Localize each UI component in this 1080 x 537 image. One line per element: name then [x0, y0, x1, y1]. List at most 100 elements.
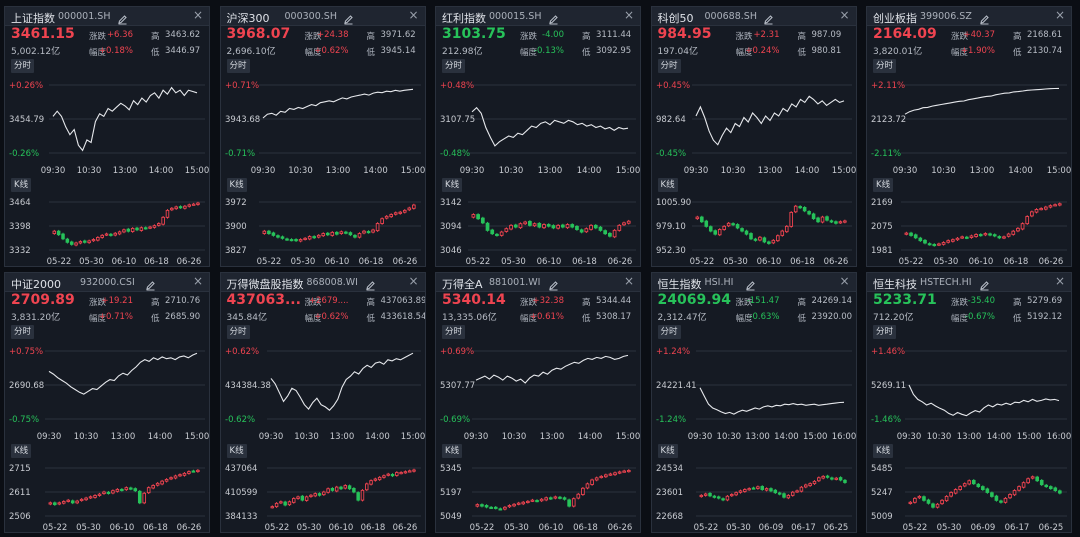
candle-body: [178, 206, 183, 209]
kline-date-label: 06-26: [608, 523, 633, 532]
tab-intraday[interactable]: 分时: [657, 59, 681, 73]
close-icon[interactable]: ×: [408, 8, 419, 22]
intraday-time-label: 09:30: [897, 432, 922, 441]
intraday-time-label: 15:00: [400, 166, 425, 175]
tab-intraday[interactable]: 分时: [873, 325, 897, 339]
edit-icon[interactable]: [548, 276, 559, 291]
close-icon[interactable]: ×: [839, 274, 850, 288]
tab-kline[interactable]: K线: [11, 178, 32, 192]
intraday-time-label: 14:00: [578, 432, 603, 441]
index-card[interactable]: 沪深300 000300.SH × 3968.07 2,696.10亿 涨跌 幅度 +24.3…: [219, 6, 426, 267]
edit-icon[interactable]: [763, 10, 774, 25]
index-card[interactable]: 科创50 000688.SH × 984.95 197.04亿 涨跌 幅度 +2.31 +0.2…: [650, 6, 857, 267]
intraday-time-label: 14:00: [365, 432, 390, 441]
candle-body: [302, 237, 307, 240]
intraday-chart: +0.26% 3454.79 -0.26%09:30 10:30 13:00 14:00 1…: [9, 81, 209, 175]
tab-intraday[interactable]: 分时: [442, 325, 466, 339]
tab-kline[interactable]: K线: [873, 444, 894, 458]
candle-body: [771, 239, 775, 244]
intraday-time-label: 15:00: [616, 432, 641, 441]
kline-date-label: 05-22: [256, 257, 281, 266]
edit-icon[interactable]: [145, 276, 156, 291]
tab-kline[interactable]: K线: [873, 178, 894, 192]
candle-body: [352, 234, 357, 238]
kline-axis-label: 1981: [871, 246, 893, 256]
intraday-axis-label: +0.48%: [440, 81, 474, 91]
edit-icon[interactable]: [745, 276, 756, 291]
kline-date-label: 05-30: [79, 257, 104, 266]
candle-body: [530, 499, 535, 502]
tab-intraday[interactable]: 分时: [11, 325, 35, 339]
percent-value: -0.13%: [533, 46, 564, 56]
index-card[interactable]: 红利指数 000015.SH × 3103.75 212.98亿 涨跌 幅度 -4.00 -0.…: [435, 6, 641, 267]
card-header: 万得全A 881001.WI ×: [436, 273, 640, 292]
tab-kline[interactable]: K线: [226, 178, 247, 192]
candle-body: [137, 490, 142, 504]
close-icon[interactable]: ×: [623, 274, 634, 288]
candle-body: [755, 486, 760, 489]
tab-intraday[interactable]: 分时: [226, 59, 250, 73]
intraday-chart: +2.11% 2123.72 -2.11% 09:30 10:30 13:00 14:00 1…: [871, 81, 1071, 175]
intraday-axis-label: +0.45%: [656, 81, 690, 91]
close-icon[interactable]: ×: [408, 274, 419, 288]
kline-date-label: 06-17: [1005, 523, 1030, 532]
index-card[interactable]: 万得微盘股指数 868008.WI × 437063... 345.84亿 涨跌 幅度 +26…: [219, 272, 426, 533]
index-card[interactable]: 恒生指数 HSI.HI × 24069.94 2,312.47亿 涨跌 幅度 -151.47 -…: [650, 272, 857, 533]
candle-body: [170, 207, 174, 211]
candle-body: [590, 479, 594, 485]
candle-body: [1025, 216, 1030, 225]
high-value: 3971.62: [380, 30, 416, 40]
low-value: 5192.12: [1027, 312, 1063, 322]
candle-body: [155, 482, 160, 486]
index-card[interactable]: 万得全A 881001.WI × 5340.14 13,335.06亿 涨跌 幅度 +32.3…: [435, 272, 641, 533]
close-icon[interactable]: ×: [192, 274, 203, 288]
edit-icon[interactable]: [548, 10, 559, 25]
intraday-price-line: [262, 88, 413, 119]
candle-body: [565, 224, 570, 229]
close-icon[interactable]: ×: [1054, 274, 1065, 288]
kline-date-label: 06-10: [539, 523, 564, 532]
close-icon[interactable]: ×: [623, 8, 634, 22]
kline-chart: 3142 3094 3046 05-22 05-30 06-10 06-18 06-26: [440, 198, 636, 266]
tab-intraday[interactable]: 分时: [442, 59, 466, 73]
tab-kline[interactable]: K线: [442, 178, 463, 192]
edit-icon[interactable]: [365, 276, 376, 291]
index-code: 000688.SH: [704, 11, 757, 22]
tab-intraday[interactable]: 分时: [11, 59, 35, 73]
candle-body: [946, 240, 951, 243]
close-icon[interactable]: ×: [839, 8, 850, 22]
candle-body: [932, 243, 937, 247]
index-card[interactable]: 中证2000 932000.CSI × 2709.89 3,831.20亿 涨跌 幅度 +19…: [4, 272, 210, 533]
tab-kline[interactable]: K线: [657, 444, 678, 458]
high-label: 高: [151, 298, 160, 308]
tab-kline[interactable]: K线: [226, 444, 247, 458]
index-card[interactable]: 上证指数 000001.SH × 3461.15 5,002.12亿 涨跌 幅度 +6.36 +…: [4, 6, 210, 267]
tab-kline[interactable]: K线: [11, 444, 32, 458]
intraday-time-label: 13:00: [540, 432, 565, 441]
low-value: 3446.97: [165, 46, 201, 56]
tab-intraday[interactable]: 分时: [657, 325, 681, 339]
edit-icon[interactable]: [343, 10, 354, 25]
index-card[interactable]: 创业板指 399006.SZ × 2164.09 3,820.01亿 涨跌 幅度 +40.37…: [866, 6, 1072, 267]
tab-kline[interactable]: K线: [442, 444, 463, 458]
card-header: 万得微盘股指数 868008.WI ×: [220, 273, 425, 292]
candle-body: [381, 475, 386, 478]
kline-date-label: 06-09: [971, 523, 996, 532]
candle-body: [955, 237, 960, 241]
candle-body: [940, 499, 944, 505]
edit-icon[interactable]: [117, 10, 128, 25]
close-icon[interactable]: ×: [192, 8, 203, 22]
edit-icon[interactable]: [979, 276, 990, 291]
tab-kline[interactable]: K线: [657, 178, 678, 192]
index-card[interactable]: 恒生科技 HSTECH.HI × 5233.71 712.20亿 涨跌 幅度 -35.40 -0…: [866, 272, 1072, 533]
tab-intraday[interactable]: 分时: [873, 59, 897, 73]
close-icon[interactable]: ×: [1054, 8, 1065, 22]
candle-body: [280, 236, 284, 239]
tab-intraday[interactable]: 分时: [226, 325, 250, 339]
candle-body: [516, 502, 521, 505]
edit-icon[interactable]: [979, 10, 990, 25]
candle-body: [70, 500, 75, 504]
candle-body: [539, 498, 544, 502]
candle-body: [576, 493, 581, 499]
candle-body: [820, 216, 824, 223]
